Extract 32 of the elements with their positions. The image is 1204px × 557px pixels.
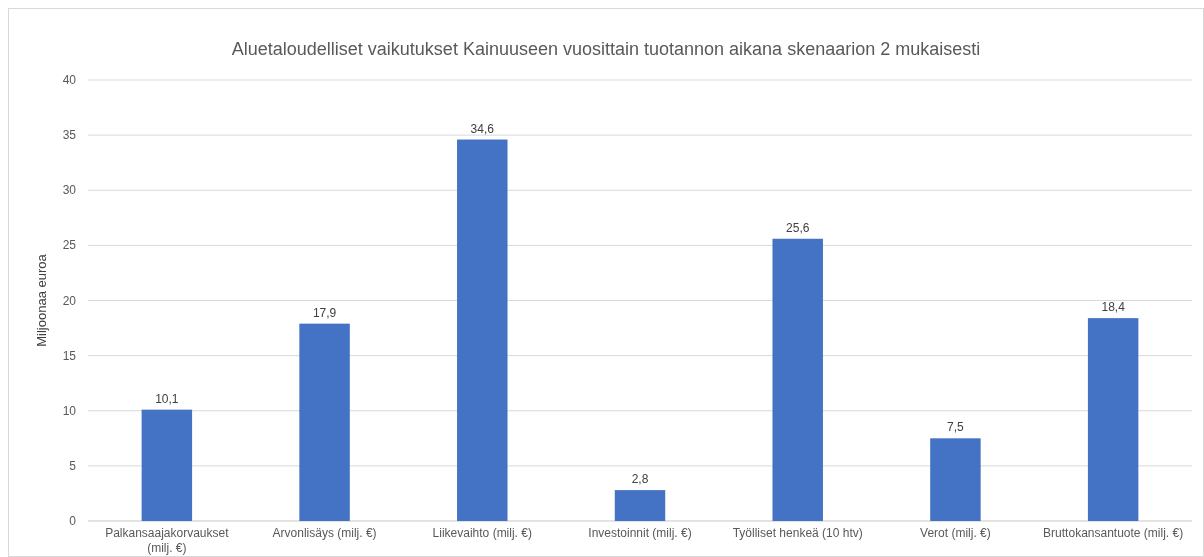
y-tick-label: 10 — [62, 403, 77, 418]
x-tick-label: Bruttokansantuote (milj. €) — [1043, 526, 1184, 540]
data-label: 17,9 — [312, 305, 337, 320]
x-tick-label: Liikevaihto (milj. €) — [432, 526, 532, 540]
bar — [930, 438, 981, 521]
y-tick-label: 15 — [62, 348, 77, 363]
chart-title: Aluetaloudelliset vaikutukset Kainuuseen vuosittain tuotannon aikana skenaarion 2 mukaisesti — [231, 39, 981, 59]
bar — [1087, 318, 1139, 521]
x-tick-label: Verot (milj. €) — [920, 526, 991, 540]
data-label: 25,6 — [786, 220, 810, 235]
data-label: 10,1 — [155, 391, 179, 406]
bar — [457, 139, 508, 521]
x-tick-label: Investoinnit (milj. €) — [588, 526, 692, 540]
x-tick-label: Palkansaajakorvaukset (milj. €) — [105, 526, 230, 555]
bar — [614, 490, 666, 521]
y-tick-label: 5 — [69, 458, 77, 473]
y-tick-label: 20 — [62, 293, 77, 308]
data-label: 18,4 — [1101, 300, 1126, 315]
y-tick-label: 35 — [62, 128, 77, 143]
y-tick-label: 40 — [62, 73, 77, 87]
data-label: 2,8 — [631, 472, 649, 487]
bar — [141, 409, 193, 521]
data-label: 7,5 — [947, 420, 965, 435]
y-tick-label: 0 — [69, 514, 77, 528]
bar — [299, 323, 350, 521]
y-tick-label: 30 — [62, 183, 77, 198]
x-tick-label: Arvonlisäys (milj. €) — [272, 526, 377, 540]
x-tick-label: Työlliset henkeä (10 htv) — [732, 526, 863, 540]
bar — [772, 238, 823, 521]
y-axis-title: Miljoonaa euroa — [34, 253, 49, 347]
data-label: 34,6 — [470, 121, 495, 136]
y-tick-label: 25 — [62, 238, 77, 253]
